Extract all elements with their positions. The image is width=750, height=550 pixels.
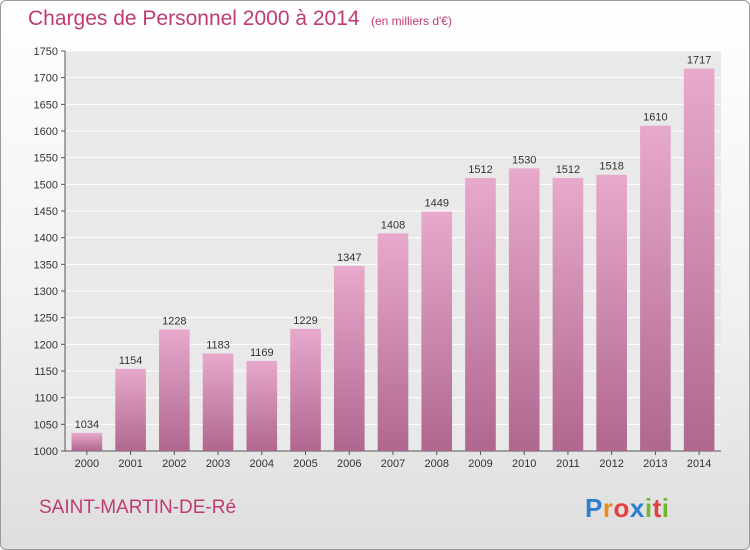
y-tick-label: 1200 [34,339,58,351]
x-tick-label: 2009 [468,458,492,470]
y-tick-label: 1550 [34,153,58,165]
x-tick-label: 2008 [424,458,448,470]
x-tick-label: 2011 [556,458,580,470]
x-tick-label: 2007 [381,458,405,470]
y-tick-label: 1150 [34,366,58,378]
bar-value-label: 1229 [293,315,317,327]
x-tick-label: 2012 [599,458,623,470]
bar-value-label: 1717 [687,55,711,67]
bar [596,174,627,451]
y-tick-label: 1700 [34,73,58,85]
bar [552,177,584,451]
bar [333,265,365,451]
y-tick-label: 1500 [34,179,58,191]
bar [202,353,234,451]
chart-title: Charges de Personnel 2000 à 2014 [28,7,360,30]
bar [421,211,453,451]
logo-letter: x [629,493,645,523]
x-tick-label: 2010 [512,458,536,470]
x-tick-label: 2005 [293,458,317,470]
bar-value-label: 1034 [75,419,99,431]
x-tick-label: 2006 [337,458,361,470]
y-tick-label: 1100 [34,393,58,405]
bar-value-label: 1183 [206,339,230,351]
bar-value-label: 1512 [556,164,580,176]
bar [71,432,103,451]
x-tick-label: 2000 [75,458,99,470]
bar-value-label: 1518 [599,161,623,173]
bar-value-label: 1154 [119,355,143,367]
bar [290,328,321,451]
bar-value-label: 1408 [381,219,405,231]
y-tick-label: 1050 [34,419,58,431]
logo-letter: i [661,493,670,523]
logo-letter: t [652,493,662,523]
bar-value-label: 1512 [468,164,492,176]
logo-letter: r [602,493,614,523]
logo-letter: i [644,493,653,523]
bar-value-label: 1169 [250,347,274,359]
y-tick-label: 1000 [34,446,58,458]
x-tick-label: 2002 [162,458,186,470]
bar [508,168,540,452]
chart-subtitle: (en milliers d'€) [371,14,452,28]
x-tick-label: 2013 [643,458,667,470]
bar-value-label: 1449 [424,198,448,210]
x-tick-label: 2004 [250,458,274,470]
y-tick-label: 1350 [34,259,58,271]
bar [246,360,278,451]
bar-value-label: 1530 [512,154,536,166]
x-tick-label: 2001 [118,458,142,470]
y-tick-label: 1300 [34,286,58,298]
y-tick-label: 1750 [34,46,58,58]
commune-name: SAINT-MARTIN-DE-Ré [39,497,237,518]
bars [71,68,715,452]
bar-value-label: 1610 [643,112,667,124]
x-tick-label: 2014 [687,458,711,470]
logo-letter: P [585,493,603,523]
bar-value-label: 1228 [162,315,186,327]
logo-letter: o [613,493,630,523]
y-tick-label: 1650 [34,99,58,111]
bar [377,233,409,451]
y-tick-label: 1400 [34,233,58,245]
bar [683,68,715,451]
y-tick-label: 1450 [34,206,58,218]
proxiti-logo: Proxiti [585,493,669,524]
x-tick-label: 2003 [206,458,230,470]
bar [465,177,496,451]
bar [115,368,146,451]
y-tick-label: 1600 [34,126,58,138]
labels: 1000 1050 1100 1150 1200 1250 1300 1350 1400 1450… [34,46,712,470]
bar [159,329,190,451]
bar-value-label: 1347 [337,252,361,264]
y-tick-label: 1250 [34,313,58,325]
bar [640,125,671,452]
